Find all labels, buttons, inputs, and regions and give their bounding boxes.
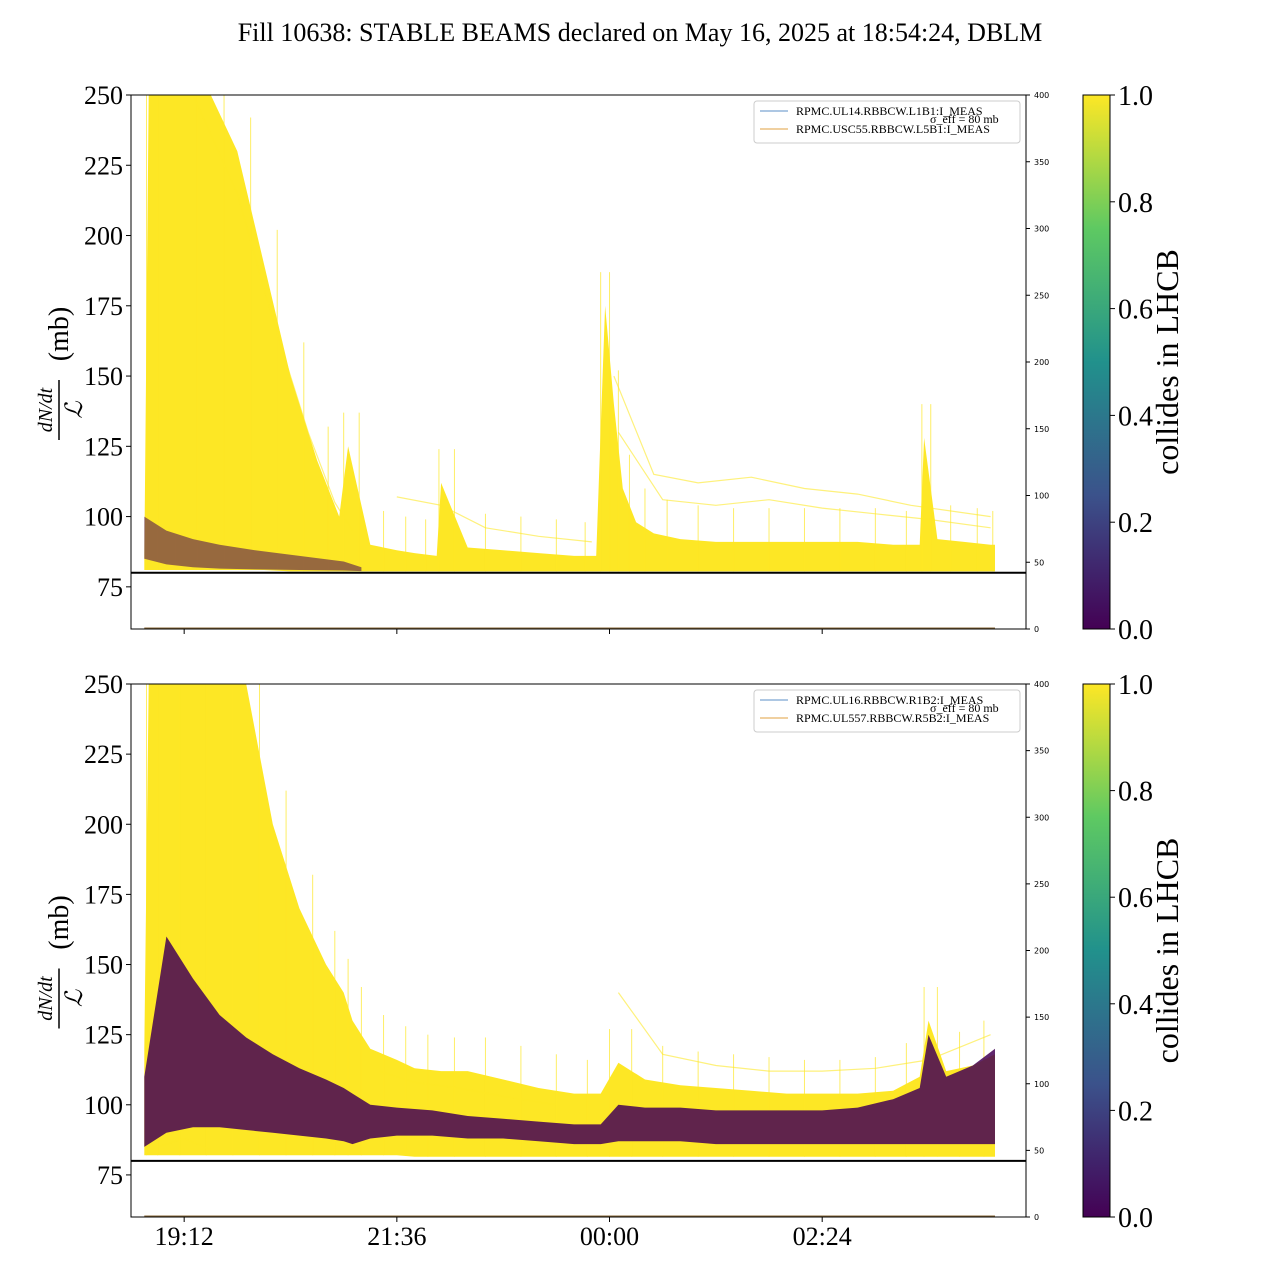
colorbar-tick-label: 0.2 [1118, 508, 1153, 539]
y2-tick-label: 250 [1034, 291, 1049, 300]
colorbar-tick-label: 1.0 [1118, 81, 1153, 112]
faint-loss-trace [617, 992, 991, 1072]
faint-loss-trace [157, 1137, 212, 1151]
y2-tick-label: 400 [1034, 91, 1049, 100]
y-tick-label: 100 [84, 503, 123, 532]
purple-loss-band [144, 936, 996, 1147]
y-tick-label: 225 [84, 151, 123, 180]
legend: σ_eff = 80 mbRPMC.UL16.RBBCW.R1B2:I_MEAS… [753, 689, 1021, 733]
y2-tick-label: 350 [1034, 158, 1049, 167]
colorbar [1082, 94, 1111, 630]
colorbar-tick-label: 0.2 [1118, 1096, 1153, 1127]
faint-loss-trace [378, 1070, 557, 1106]
y2-tick-label: 300 [1034, 225, 1049, 234]
colorbar-label: collides in LHCB [1149, 838, 1185, 1064]
y-tick-label: 125 [84, 432, 123, 461]
y-tick-label: 200 [84, 810, 123, 839]
y-tick-label: 150 [84, 951, 123, 980]
y2-tick-label: 100 [1034, 492, 1049, 501]
colorbar [1082, 683, 1111, 1218]
y-tick-label: 175 [84, 880, 123, 909]
y-label-denominator: ℒ [62, 401, 88, 419]
x-tick-label: 19:12 [155, 1222, 214, 1251]
y-tick-label: 100 [84, 1091, 123, 1120]
colorbar-tick-label: 0.0 [1118, 1203, 1153, 1234]
y-tick-label: 225 [84, 740, 123, 769]
y2-tick-label: 100 [1034, 1080, 1049, 1089]
legend: σ_eff = 80 mbRPMC.UL14.RBBCW.L1B1:I_MEAS… [753, 100, 1021, 144]
y2-tick-label: 0 [1034, 1213, 1039, 1222]
y-label-unit: (mb) [44, 307, 75, 361]
top-panel: 75 100 125 150 175 200 225 250 0 50 100 150 200 250 30… [35, 81, 1185, 646]
y-label-numerator: dN/dt [35, 387, 57, 432]
colorbar-tick-label: 0.8 [1118, 777, 1153, 808]
y-label-denominator: ℒ [62, 989, 88, 1007]
y2-tick-label: 200 [1034, 947, 1049, 956]
purple-loss-band [144, 516, 362, 572]
faint-loss-trace [613, 375, 991, 518]
legend-entry: RPMC.UL557.RBBCW.R5B2:I_MEAS [796, 711, 989, 725]
bottom-panel: 75 100 125 150 175 200 225 250 0 50 100 150 200 250 30… [35, 670, 1185, 1251]
y-label-numerator: dN/dt [35, 976, 57, 1021]
y2-tick-label: 0 [1034, 625, 1039, 634]
y-tick-label: 175 [84, 292, 123, 321]
colorbar-tick-label: 0.4 [1118, 990, 1153, 1021]
y2-tick-label: 250 [1034, 880, 1049, 889]
y2-tick-label: 350 [1034, 747, 1049, 756]
legend-entry: RPMC.UL14.RBBCW.L1B1:I_MEAS [796, 104, 983, 118]
y-tick-label: 250 [84, 670, 123, 699]
y2-tick-label: 50 [1034, 1146, 1044, 1155]
y2-tick-label: 50 [1034, 558, 1044, 567]
x-tick-label: 00:00 [580, 1222, 639, 1251]
yellow-loss-band [144, 95, 996, 572]
colorbar-tick-label: 0.6 [1118, 295, 1153, 326]
y2-tick-label: 150 [1034, 1013, 1049, 1022]
y-tick-label: 75 [97, 573, 123, 602]
y-tick-label: 200 [84, 222, 123, 251]
x-tick-label: 21:36 [367, 1222, 426, 1251]
x-tick-label: 02:24 [793, 1222, 852, 1251]
legend-box [753, 689, 1021, 733]
colorbar-tick-label: 1.0 [1118, 670, 1153, 701]
y2-tick-label: 400 [1034, 680, 1049, 689]
y-tick-label: 250 [84, 81, 123, 110]
y2-tick-label: 200 [1034, 358, 1049, 367]
legend-entry: RPMC.USC55.RBBCW.L5B1:I_MEAS [796, 122, 990, 136]
yellow-loss-band [144, 684, 996, 1157]
y-axis-label: dN/dt ℒ (mb) [35, 895, 88, 1029]
colorbar-tick-label: 0.8 [1118, 188, 1153, 219]
legend-faded-text: σ_eff = 80 mb [930, 112, 999, 126]
legend-entry: RPMC.UL16.RBBCW.R1B2:I_MEAS [796, 693, 983, 707]
faint-loss-trace [617, 431, 991, 529]
y-label-unit: (mb) [44, 895, 75, 949]
faint-loss-trace [192, 95, 354, 531]
colorbar-tick-label: 0.0 [1118, 615, 1153, 646]
figure-title: Fill 10638: STABLE BEAMS declared on May… [237, 18, 1043, 47]
plot-area [144, 95, 996, 572]
y2-tick-label: 300 [1034, 813, 1049, 822]
y-tick-label: 125 [84, 1021, 123, 1050]
colorbar-tick-label: 0.6 [1118, 883, 1153, 914]
faint-loss-trace [396, 496, 592, 543]
plot-area [144, 684, 996, 1157]
y-axis-label: dN/dt ℒ (mb) [35, 307, 88, 440]
y-tick-label: 75 [97, 1161, 123, 1190]
colorbar-label: collides in LHCB [1149, 249, 1185, 475]
y2-tick-label: 150 [1034, 425, 1049, 434]
legend-faded-text: σ_eff = 80 mb [930, 701, 999, 715]
y-tick-label: 150 [84, 362, 123, 391]
colorbar-tick-label: 0.4 [1118, 401, 1153, 432]
legend-box [753, 100, 1021, 144]
